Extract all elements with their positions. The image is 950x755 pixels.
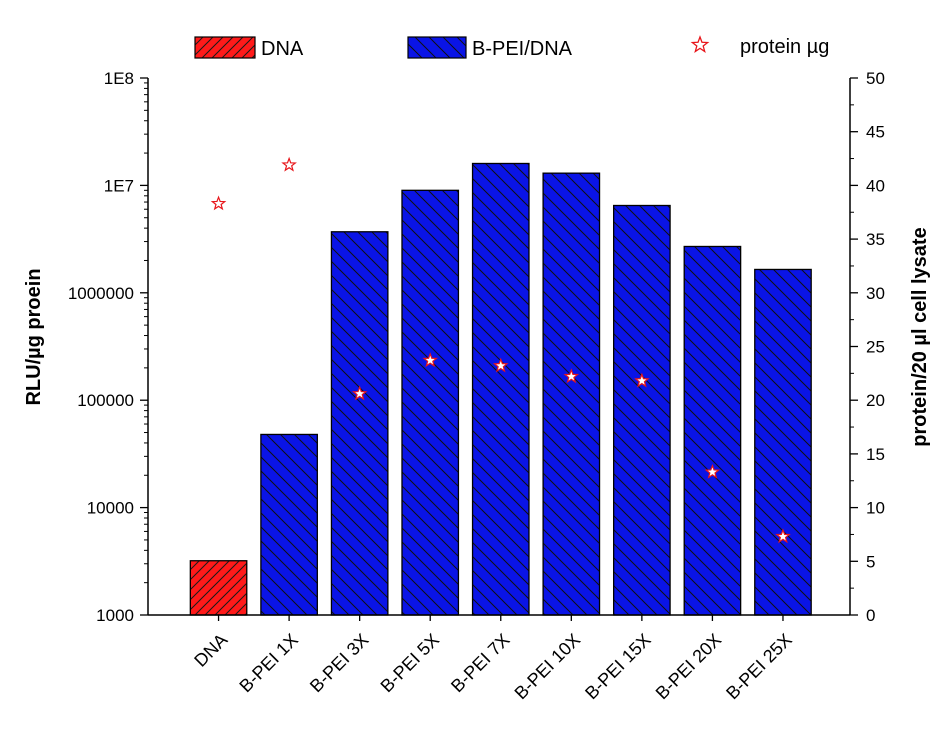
right-tick-label: 20 bbox=[866, 391, 885, 410]
legend-label: protein µg bbox=[740, 36, 829, 58]
legend-item: B-PEI/DNA bbox=[407, 36, 573, 60]
category-label: B-PEI 20X bbox=[652, 630, 726, 704]
legend-swatch bbox=[194, 36, 256, 59]
left-axis-title: RLU/µg proein bbox=[23, 268, 45, 405]
bar-b-pei-3x bbox=[330, 231, 389, 616]
right-tick-label: 40 bbox=[866, 176, 885, 195]
protein-point-b-pei-5x bbox=[422, 352, 439, 368]
bar-b-pei-1x bbox=[260, 433, 318, 616]
protein-point-b-pei-10x bbox=[563, 368, 580, 384]
protein-point-b-pei-7x bbox=[492, 357, 509, 373]
bar-b-pei-25x bbox=[754, 268, 812, 616]
left-tick-label: 1E7 bbox=[104, 176, 134, 195]
category-axis: DNA B-PEI 1X B-PEI 3X B-PEI 5X B-PEI 7XB-PEI… bbox=[148, 614, 850, 704]
legend-star-marker bbox=[690, 35, 710, 53]
right-axis: 0 5 10 15 20 25 30 35 40 45 50 bbox=[849, 69, 885, 625]
bar-b-pei-7x bbox=[471, 162, 530, 616]
category-label: B-PEI 15X bbox=[581, 630, 655, 704]
category-label: B-PEI 7X bbox=[447, 630, 513, 696]
category-label: B-PEI 5X bbox=[377, 630, 443, 696]
legend-label: DNA bbox=[261, 38, 304, 60]
protein-point-dna bbox=[210, 195, 227, 211]
bar-b-pei-10x bbox=[542, 172, 601, 616]
bar-dna bbox=[189, 560, 248, 616]
legend-label: B-PEI/DNA bbox=[472, 38, 573, 60]
right-tick-label: 15 bbox=[866, 445, 885, 464]
protein-point-b-pei-1x bbox=[281, 156, 297, 172]
left-tick-label: 1E8 bbox=[104, 69, 134, 88]
category-label: B-PEI 25X bbox=[722, 630, 796, 704]
bar-b-pei-5x bbox=[401, 189, 460, 616]
plot-area bbox=[189, 156, 812, 616]
right-tick-label: 45 bbox=[866, 123, 885, 142]
right-tick-label: 0 bbox=[866, 606, 875, 625]
left-axis: 1000 10000 100000 1000000 1E7 1E8 bbox=[68, 69, 149, 625]
right-axis-title: protein/20 µl cell lysate bbox=[909, 227, 931, 446]
left-tick-label: 100000 bbox=[77, 391, 134, 410]
right-tick-label: 10 bbox=[866, 499, 885, 518]
category-label: DNA bbox=[190, 630, 231, 671]
category-label: B-PEI 1X bbox=[235, 630, 301, 696]
legend-item: DNA bbox=[194, 36, 304, 60]
protein-point-b-pei-3x bbox=[351, 385, 368, 401]
protein-point-b-pei-20x bbox=[704, 463, 721, 479]
legend: DNA B-PEI/DNA protein µg bbox=[194, 35, 829, 60]
protein-point-b-pei-25x bbox=[775, 528, 791, 544]
right-tick-label: 50 bbox=[866, 69, 885, 88]
right-tick-label: 5 bbox=[866, 552, 875, 571]
bar-b-pei-20x bbox=[683, 245, 742, 616]
right-tick-label: 35 bbox=[866, 230, 885, 249]
protein-point-b-pei-15x bbox=[634, 372, 650, 388]
category-label: B-PEI 10X bbox=[511, 630, 585, 704]
right-tick-label: 30 bbox=[866, 284, 885, 303]
category-label: B-PEI 3X bbox=[306, 630, 372, 696]
right-tick-label: 25 bbox=[866, 338, 885, 357]
left-tick-label: 10000 bbox=[87, 499, 134, 518]
left-tick-label: 1000000 bbox=[68, 284, 134, 303]
left-tick-label: 1000 bbox=[96, 606, 134, 625]
legend-item: protein µg bbox=[690, 35, 829, 58]
bar-b-pei-15x bbox=[612, 204, 671, 616]
legend-swatch bbox=[407, 36, 467, 59]
